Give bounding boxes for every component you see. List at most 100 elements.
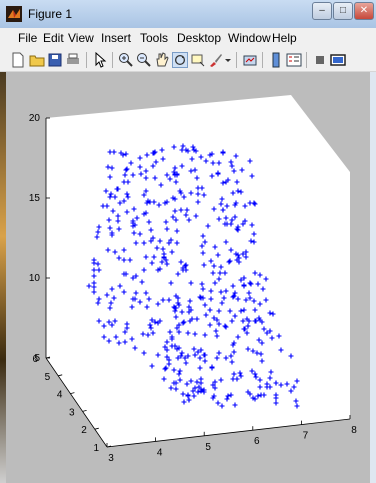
data-point-marker bbox=[240, 251, 246, 257]
data-point-marker bbox=[256, 337, 262, 343]
data-point-marker bbox=[169, 343, 175, 349]
data-point-marker bbox=[267, 310, 273, 316]
data-point-marker bbox=[159, 147, 165, 153]
y-tick-label: 1 bbox=[93, 443, 99, 454]
data-point-marker bbox=[195, 389, 201, 395]
data-point-marker bbox=[200, 250, 206, 256]
data-point-marker bbox=[107, 305, 113, 311]
menu-insert[interactable]: Insert bbox=[101, 31, 132, 45]
data-point-marker bbox=[173, 314, 179, 320]
data-point-marker bbox=[247, 158, 253, 164]
data-point-marker bbox=[228, 353, 234, 359]
print-icon[interactable] bbox=[65, 52, 81, 68]
data-point-marker bbox=[168, 280, 174, 286]
data-point-marker bbox=[248, 281, 254, 287]
data-point-marker bbox=[122, 172, 128, 178]
colorbar-icon[interactable] bbox=[268, 52, 284, 68]
brush-icon[interactable] bbox=[208, 52, 224, 68]
data-point-marker bbox=[221, 295, 227, 301]
new-figure-icon[interactable] bbox=[10, 52, 26, 68]
data-point-marker bbox=[216, 321, 222, 327]
data-point-marker bbox=[203, 158, 209, 164]
menu-desktop[interactable]: Desktop bbox=[177, 31, 222, 45]
data-point-marker bbox=[249, 368, 255, 374]
data-point-marker bbox=[150, 330, 156, 336]
legend-icon[interactable] bbox=[286, 52, 302, 68]
data-point-marker bbox=[149, 260, 155, 266]
data-point-marker bbox=[228, 247, 234, 253]
x-tick-label: 3 bbox=[108, 453, 114, 464]
menu-tools[interactable]: Tools bbox=[140, 31, 169, 45]
data-point-marker bbox=[132, 345, 138, 351]
menu-help[interactable]: Help bbox=[272, 31, 297, 45]
data-point-marker bbox=[273, 400, 279, 406]
pan-icon[interactable] bbox=[154, 52, 170, 68]
data-point-marker bbox=[216, 308, 222, 314]
zoom-out-icon[interactable] bbox=[136, 52, 152, 68]
data-point-marker bbox=[164, 354, 170, 360]
data-point-marker bbox=[174, 228, 180, 234]
data-point-marker bbox=[146, 219, 152, 225]
data-point-marker bbox=[218, 264, 224, 270]
data-point-marker bbox=[144, 304, 150, 310]
close-icon: ✕ bbox=[359, 5, 369, 16]
zoom-in-icon[interactable] bbox=[118, 52, 134, 68]
data-point-marker bbox=[124, 191, 130, 197]
window-border bbox=[370, 72, 376, 483]
data-point-marker bbox=[100, 203, 106, 209]
hide-plot-tools-icon[interactable] bbox=[312, 52, 328, 68]
data-point-marker bbox=[218, 289, 224, 295]
data-point-marker bbox=[207, 322, 213, 328]
data-point-marker bbox=[143, 290, 149, 296]
data-point-marker bbox=[164, 226, 170, 232]
data-point-marker bbox=[110, 208, 116, 214]
menu-file[interactable]: File bbox=[18, 31, 38, 45]
data-point-marker bbox=[124, 209, 130, 215]
close-button[interactable]: ✕ bbox=[354, 2, 374, 20]
data-point-marker bbox=[208, 296, 214, 302]
data-point-marker bbox=[157, 238, 163, 244]
title-bar[interactable]: Figure 1 – □ ✕ bbox=[0, 0, 376, 28]
data-point-marker bbox=[155, 320, 161, 326]
data-point-marker bbox=[148, 325, 154, 331]
menu-edit[interactable]: Edit bbox=[43, 31, 64, 45]
menu-window[interactable]: Window bbox=[228, 31, 271, 45]
data-point-marker bbox=[194, 175, 200, 181]
maximize-button[interactable]: □ bbox=[333, 2, 353, 20]
data-point-marker bbox=[201, 262, 207, 268]
open-file-icon[interactable] bbox=[29, 52, 45, 68]
data-point-marker bbox=[125, 194, 131, 200]
save-icon[interactable] bbox=[47, 52, 63, 68]
data-point-marker bbox=[143, 168, 149, 174]
data-point-marker bbox=[187, 298, 193, 304]
data-point-marker bbox=[174, 171, 180, 177]
data-point-marker bbox=[167, 176, 173, 182]
data-cursor-icon[interactable] bbox=[190, 52, 206, 68]
data-point-marker bbox=[238, 373, 244, 379]
data-point-marker bbox=[227, 258, 233, 264]
data-point-marker bbox=[201, 389, 207, 395]
data-point-marker bbox=[95, 229, 101, 235]
data-point-marker bbox=[199, 281, 205, 287]
brush-dropdown-icon[interactable] bbox=[224, 52, 232, 68]
data-point-marker bbox=[133, 290, 139, 296]
data-point-marker bbox=[259, 340, 265, 346]
data-point-marker bbox=[199, 185, 205, 191]
data-point-marker bbox=[198, 347, 204, 353]
arrow-icon[interactable] bbox=[92, 52, 108, 68]
data-point-marker bbox=[235, 334, 241, 340]
figure-canvas[interactable]: 5 10 15 20 1 2 3 4 5 6 3 4 5 6 7 8 bbox=[6, 72, 370, 483]
data-point-marker bbox=[223, 324, 229, 330]
data-point-marker bbox=[211, 315, 217, 321]
data-point-marker bbox=[96, 224, 102, 230]
minimize-button[interactable]: – bbox=[312, 2, 332, 20]
data-point-marker bbox=[232, 214, 238, 220]
rotate-3d-icon[interactable] bbox=[172, 52, 188, 68]
show-plot-tools-icon[interactable] bbox=[330, 52, 346, 68]
data-point-marker bbox=[233, 153, 239, 159]
data-point-marker bbox=[130, 275, 136, 281]
link-plot-icon[interactable] bbox=[242, 52, 258, 68]
menu-view[interactable]: View bbox=[68, 31, 94, 45]
